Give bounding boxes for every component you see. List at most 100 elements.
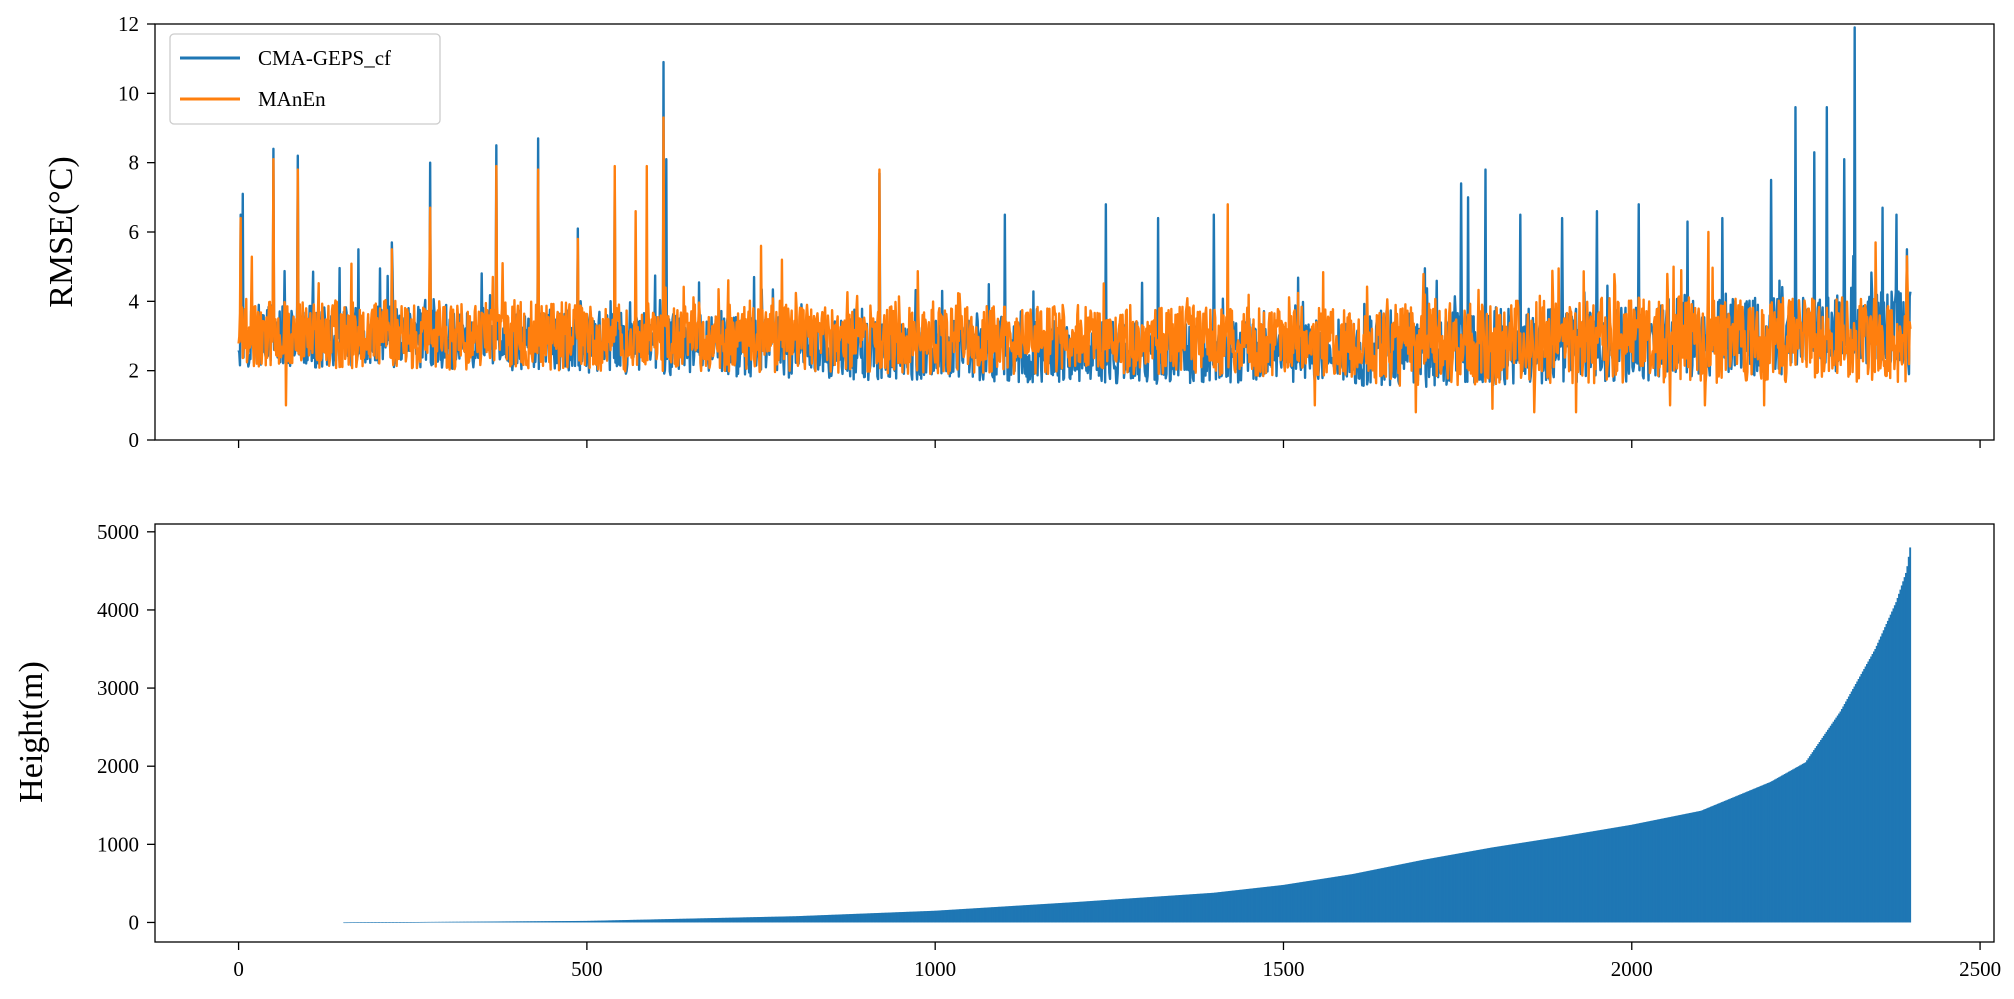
height-bar	[1105, 900, 1108, 923]
height-bar	[644, 919, 647, 923]
height-bar	[1526, 841, 1528, 923]
height-bar	[1544, 839, 1547, 923]
height-bar	[1346, 874, 1349, 923]
rmse-series-group	[237, 26, 1912, 414]
height-bar	[1096, 900, 1099, 923]
height-bar	[468, 921, 471, 923]
height-bar	[1122, 898, 1124, 923]
height-bar	[1563, 836, 1566, 923]
height-bar	[429, 921, 432, 923]
height-bar	[1751, 789, 1754, 923]
height-bar	[1037, 904, 1039, 923]
height-bar	[752, 917, 755, 923]
height-bar	[1874, 649, 1877, 923]
height-bar	[659, 919, 662, 923]
height-bar	[1488, 847, 1491, 923]
height-bar	[1505, 845, 1508, 923]
height-bar	[1094, 900, 1097, 923]
height-bar	[1326, 877, 1329, 923]
height-bar	[885, 912, 888, 923]
height-bar	[1903, 577, 1906, 923]
height-bar	[1471, 850, 1474, 923]
height-bars-group	[343, 547, 1912, 924]
height-bar	[1272, 886, 1275, 923]
height-bar	[1057, 903, 1060, 923]
height-bar	[1220, 891, 1223, 923]
height-bar	[1154, 896, 1156, 923]
height-bar	[1399, 864, 1402, 923]
height-bar	[1807, 758, 1810, 923]
height-bar	[1864, 666, 1867, 923]
height-bar	[1048, 903, 1051, 923]
height-bar	[1264, 887, 1267, 923]
height-bar	[1044, 903, 1046, 923]
height-bar	[1207, 893, 1209, 923]
height-bar	[1764, 784, 1767, 923]
height-bar	[1018, 905, 1021, 923]
height-bar	[1188, 894, 1191, 923]
height-bar	[1882, 630, 1885, 923]
height-bar	[1378, 868, 1381, 923]
height-bar	[935, 910, 938, 923]
height-bar	[794, 916, 797, 923]
height-bar	[1491, 847, 1494, 923]
height-bar	[1457, 853, 1460, 923]
height-bar	[1579, 833, 1581, 923]
height-bar	[1319, 879, 1322, 923]
height-bar	[1590, 831, 1593, 923]
height-bar	[1627, 825, 1630, 923]
height-bar	[1173, 895, 1176, 923]
height-bar	[392, 922, 394, 923]
height-bar	[669, 919, 672, 923]
height-bar	[1782, 774, 1785, 923]
height-bar	[1733, 796, 1736, 923]
height-bar	[1704, 809, 1707, 923]
height-bar	[1648, 821, 1651, 923]
height-bar	[833, 914, 836, 923]
height-bar	[762, 916, 765, 923]
y-tick-label: 5000	[97, 520, 139, 544]
height-bar	[1803, 763, 1806, 923]
height-bar	[868, 913, 871, 923]
height-bar	[1520, 842, 1523, 923]
height-bar	[1028, 904, 1031, 923]
height-bar	[1404, 863, 1407, 923]
height-bar	[1322, 878, 1325, 923]
height-bar	[1041, 904, 1044, 923]
height-bar	[701, 918, 704, 923]
height-bar	[1856, 681, 1859, 923]
height-bar	[1321, 878, 1324, 923]
height-bar	[745, 917, 748, 923]
height-bar	[1619, 826, 1622, 923]
height-bar	[440, 921, 443, 923]
height-bar	[1521, 842, 1524, 923]
height-bar	[1781, 775, 1783, 923]
height-bar	[925, 911, 928, 923]
height-bar	[372, 922, 375, 923]
height-bar	[844, 914, 847, 923]
height-bar	[692, 918, 695, 923]
height-bar	[857, 913, 860, 923]
height-bar	[479, 921, 482, 923]
height-bar	[1062, 902, 1065, 923]
height-bar	[826, 914, 829, 923]
height-bar	[1303, 881, 1306, 923]
y-tick-label: 4000	[97, 598, 139, 622]
y-tick-label: 0	[129, 428, 140, 452]
height-bar	[1085, 901, 1088, 923]
height-bar	[1195, 893, 1198, 923]
height-bar	[1144, 897, 1147, 923]
height-bar	[403, 922, 406, 923]
height-bar	[751, 917, 754, 923]
height-bar	[1815, 746, 1818, 923]
height-bar	[1025, 905, 1028, 923]
height-bar	[1545, 838, 1548, 923]
height-bar	[1580, 833, 1583, 923]
height-bar	[527, 921, 530, 923]
height-bar	[1669, 816, 1672, 923]
height-bar	[975, 908, 978, 923]
height-bar	[1383, 867, 1386, 923]
height-bar	[900, 912, 903, 923]
height-bar	[1548, 838, 1551, 923]
height-bar	[601, 920, 603, 923]
